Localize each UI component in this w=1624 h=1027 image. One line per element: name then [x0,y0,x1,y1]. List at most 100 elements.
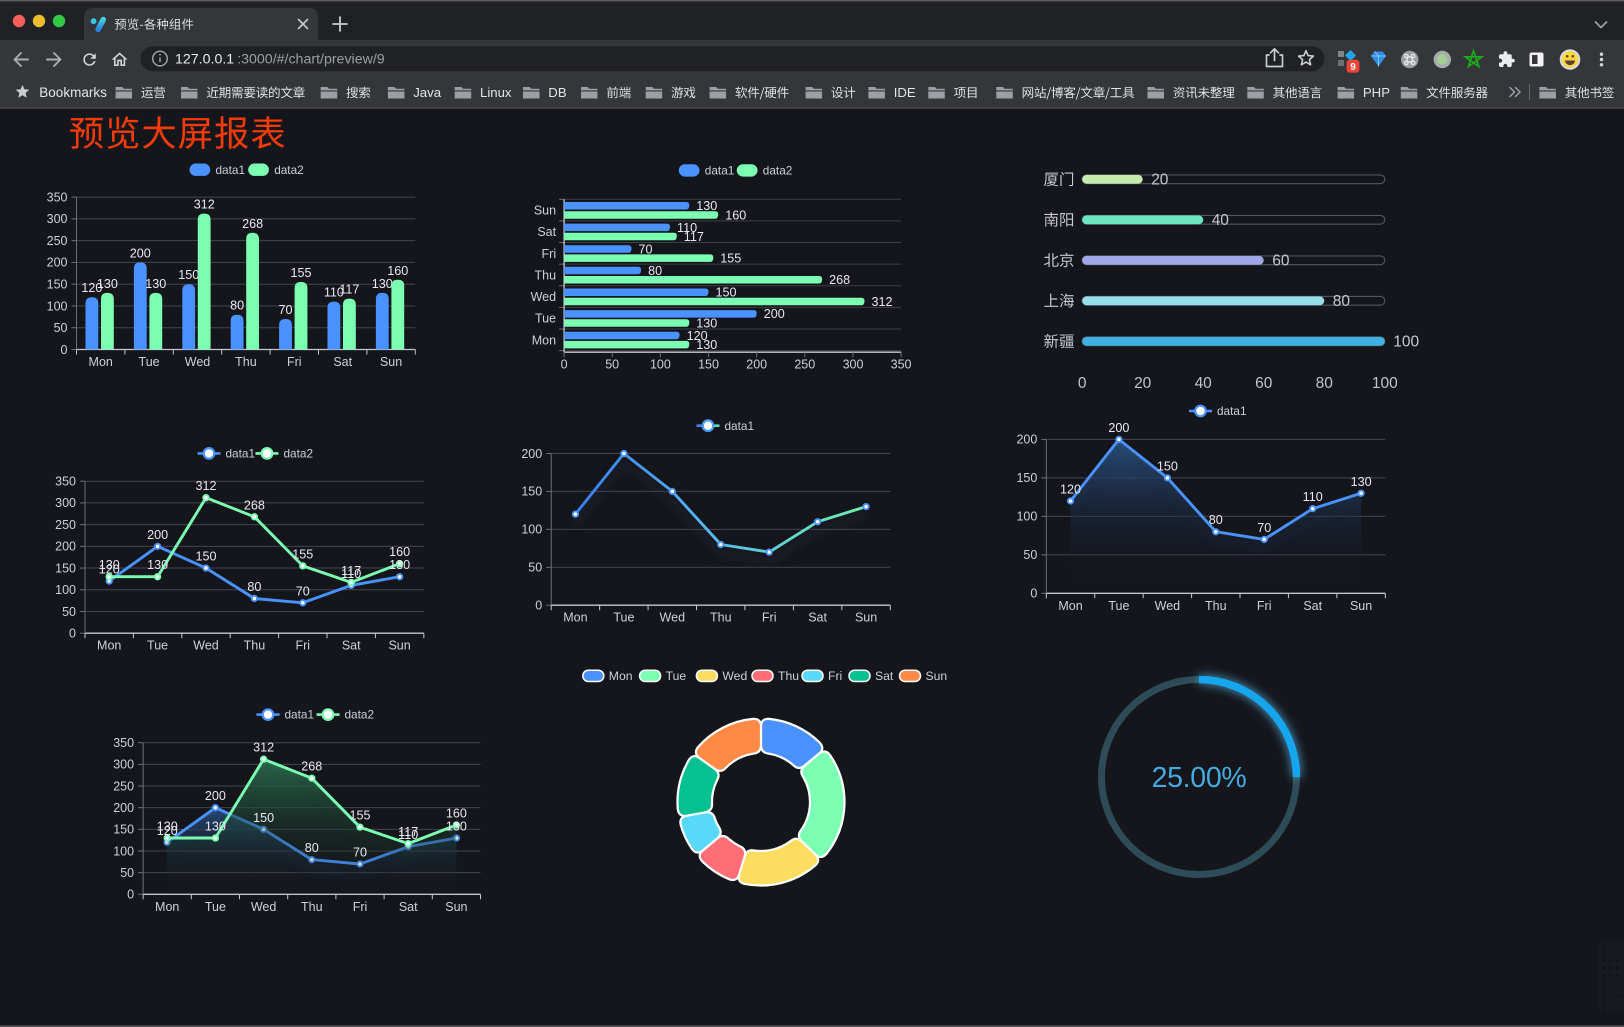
svg-text:Wed: Wed [722,669,747,683]
svg-text:80: 80 [1209,513,1223,527]
svg-text:data2: data2 [274,163,304,177]
svg-text:Fri: Fri [353,900,368,914]
svg-text:268: 268 [244,498,265,512]
svg-text:160: 160 [389,545,410,559]
svg-text:50: 50 [528,561,542,575]
svg-text:50: 50 [1023,548,1037,562]
svg-text:Wed: Wed [1155,599,1181,613]
svg-text:130: 130 [446,820,467,834]
svg-text:9: 9 [1350,62,1356,73]
svg-text::3000/#/chart/preview/9: :3000/#/chart/preview/9 [237,51,385,67]
svg-text:20: 20 [1151,172,1169,189]
svg-text:160: 160 [387,264,408,278]
svg-text:Thu: Thu [1205,599,1227,613]
svg-text:117: 117 [398,825,418,839]
svg-text:Wed: Wed [531,290,557,304]
svg-text:25.00%: 25.00% [1152,762,1247,794]
svg-text:150: 150 [55,561,76,575]
svg-text:200: 200 [55,540,76,554]
svg-text:Sun: Sun [926,669,948,683]
svg-text:100: 100 [1372,375,1398,392]
svg-text:Sat: Sat [342,639,361,653]
svg-text:200: 200 [113,801,134,815]
svg-text:Thu: Thu [778,669,799,683]
svg-text:Fri: Fri [828,669,842,683]
svg-text:150: 150 [195,550,216,564]
svg-text:Wed: Wed [185,355,211,369]
svg-text:data1: data1 [226,447,256,461]
svg-text:117: 117 [684,230,704,244]
svg-text:Mon: Mon [563,611,587,625]
svg-text:Mon: Mon [89,355,113,369]
svg-text:Tue: Tue [1108,599,1129,613]
svg-text:120: 120 [157,824,178,838]
svg-text:150: 150 [178,268,199,282]
svg-text:IDE: IDE [894,85,916,100]
svg-text:Sun: Sun [855,611,877,625]
svg-text:200: 200 [205,789,226,803]
svg-text:0: 0 [69,627,76,641]
svg-text:data2: data2 [345,708,375,722]
svg-text:50: 50 [62,605,76,619]
svg-text:250: 250 [794,358,815,372]
svg-text:200: 200 [764,307,785,321]
svg-text:data1: data1 [285,708,315,722]
svg-text:data1: data1 [705,164,735,178]
svg-text:130: 130 [696,338,717,352]
svg-text:Mon: Mon [155,900,179,914]
svg-text:Fri: Fri [542,247,557,261]
svg-text:350: 350 [113,736,134,750]
svg-text:Sun: Sun [445,900,467,914]
svg-text:Sat: Sat [808,611,827,625]
svg-text:Sun: Sun [388,639,410,653]
svg-text:Wed: Wed [660,611,686,625]
svg-text:50: 50 [54,321,68,335]
svg-text:150: 150 [698,358,719,372]
svg-text:150: 150 [1016,471,1037,485]
svg-text:80: 80 [247,580,261,594]
svg-text:Tue: Tue [666,669,687,683]
svg-text:250: 250 [47,234,68,248]
svg-text:200: 200 [47,256,68,270]
svg-text:Thu: Thu [244,639,266,653]
svg-text:350: 350 [55,475,76,489]
svg-text:300: 300 [55,496,76,510]
svg-text:Thu: Thu [235,355,257,369]
svg-text:268: 268 [829,273,850,287]
svg-text:117: 117 [341,564,361,578]
svg-text:70: 70 [278,303,292,317]
svg-text:160: 160 [725,208,746,222]
svg-text:100: 100 [1393,334,1419,351]
svg-text:Sat: Sat [399,900,418,914]
svg-text:268: 268 [242,217,263,231]
svg-text:Thu: Thu [535,269,557,283]
svg-text:130: 130 [147,558,168,572]
svg-text:20: 20 [1134,375,1152,392]
svg-text:PHP: PHP [1363,85,1390,100]
svg-text:200: 200 [147,528,168,542]
svg-text:Sun: Sun [380,355,402,369]
svg-text:312: 312 [194,198,215,212]
svg-text:80: 80 [648,264,662,278]
svg-text:60: 60 [1255,375,1273,392]
svg-text:100: 100 [650,358,671,372]
svg-text:300: 300 [843,358,864,372]
svg-text:60: 60 [1272,253,1290,270]
svg-text:0: 0 [127,888,134,902]
svg-text:312: 312 [253,741,274,755]
svg-text:Tue: Tue [535,312,556,326]
svg-text:150: 150 [1157,459,1178,473]
svg-text:250: 250 [113,779,134,793]
svg-text:Fri: Fri [1257,599,1272,613]
svg-text:40: 40 [1212,212,1230,229]
svg-text:50: 50 [120,866,134,880]
svg-text:200: 200 [130,246,151,260]
svg-text:Fri: Fri [762,611,777,625]
svg-text:Tue: Tue [139,355,160,369]
svg-text:80: 80 [305,841,319,855]
svg-text:130: 130 [696,316,717,330]
svg-text:Tue: Tue [613,611,634,625]
svg-text:250: 250 [55,518,76,532]
svg-text:70: 70 [639,242,653,256]
svg-text:0: 0 [1078,375,1087,392]
